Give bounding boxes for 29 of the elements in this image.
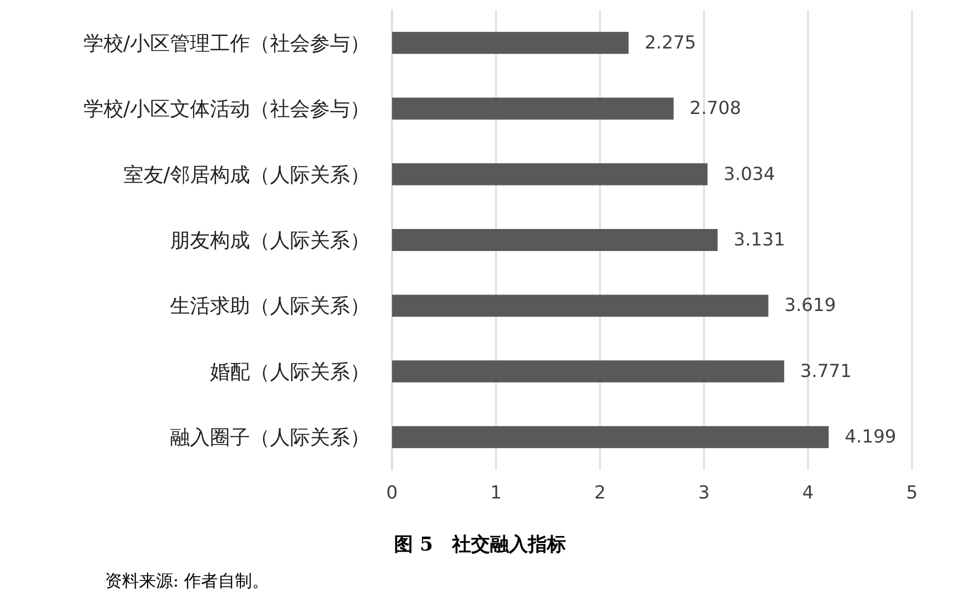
data-label: 2.275 (644, 32, 696, 54)
data-label: 3.131 (734, 230, 786, 250)
x-tick-label: 0 (386, 482, 398, 504)
bar (392, 426, 829, 448)
y-tick-label: 生活求助（人际关系） (170, 294, 370, 318)
x-tick-label: 5 (906, 482, 918, 504)
data-label: 3.034 (724, 164, 776, 185)
bar (392, 163, 708, 186)
y-tick-label: 融入圈子（人际关系） (170, 425, 370, 450)
bar (392, 360, 784, 382)
data-label: 4.199 (844, 426, 896, 448)
bar (392, 229, 718, 251)
y-tick-label: 室友/邻居构成（人际关系） (123, 162, 370, 186)
x-tick-label: 2 (594, 482, 606, 504)
y-tick-label: 朋友构成（人际关系） (170, 228, 370, 252)
bar (392, 98, 674, 120)
x-tick-label: 4 (802, 482, 814, 504)
y-tick-label: 学校/小区管理工作（社会参与） (83, 30, 370, 55)
data-label: 3.771 (800, 360, 852, 382)
y-tick-label: 婚配（人际关系） (210, 359, 370, 384)
data-label: 3.619 (784, 295, 836, 316)
text: 图 5 社交融入指标 (394, 534, 566, 556)
x-tick-label: 1 (490, 482, 502, 504)
data-label: 2.708 (690, 98, 742, 120)
bar (392, 294, 768, 317)
bar (392, 32, 629, 54)
y-tick-label: 学校/小区文体活动（社会参与） (83, 96, 370, 121)
text: 资料来源: 作者自制。 (105, 572, 270, 592)
x-tick-label: 3 (698, 482, 710, 504)
